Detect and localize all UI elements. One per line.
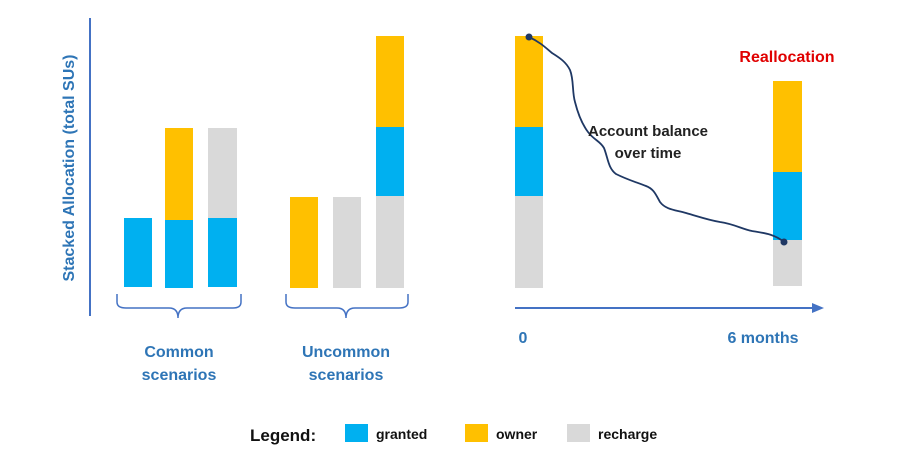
start-bar [515,36,543,288]
common-label-line2: scenarios [142,367,217,384]
legend-label-granted: granted [376,426,427,442]
uncommon-label-line2: scenarios [309,367,384,384]
legend-label-owner: owner [496,426,538,442]
bar-granted [208,218,237,287]
time-end-label: 6 months [727,330,798,347]
balance-start-dot [525,33,533,41]
time-axis-arrowhead [812,303,824,313]
legend-title: Legend: [250,426,316,445]
uncommon-brace [285,294,409,319]
bar-recharge [376,196,404,288]
legend-label-recharge: recharge [598,426,657,442]
bar-granted [773,172,802,240]
common-scenarios-bars [124,128,237,288]
balance-end-dot [780,238,788,246]
legend-swatch-owner [465,424,488,442]
bar-owner [290,197,318,288]
bar-granted [165,220,193,288]
common-brace [116,294,242,319]
account-balance-line [528,36,785,243]
uncommon-scenarios-bars [290,36,404,288]
legend: Legend: granted owner recharge [250,424,657,445]
bar-recharge [515,196,543,288]
bar-recharge [333,197,361,288]
bar-granted [515,127,543,196]
reallocation-bar [773,81,802,286]
bar-owner [376,36,404,127]
bar-owner [773,81,802,172]
bar-owner [165,128,193,220]
legend-swatch-granted [345,424,368,442]
bar-recharge [773,240,802,286]
reallocation-label: Reallocation [739,49,834,66]
bar-granted [376,127,404,196]
y-axis-label: Stacked Allocation (total SUs) [61,55,78,282]
bar-recharge [208,128,237,218]
uncommon-label-line1: Uncommon [302,344,390,361]
time-start-label: 0 [519,330,528,347]
balance-label-line1: Account balance [588,123,708,140]
bar-granted [124,218,152,287]
bar-owner [515,36,543,127]
common-label-line1: Common [144,344,213,361]
balance-label-line2: over time [615,145,682,162]
legend-swatch-recharge [567,424,590,442]
